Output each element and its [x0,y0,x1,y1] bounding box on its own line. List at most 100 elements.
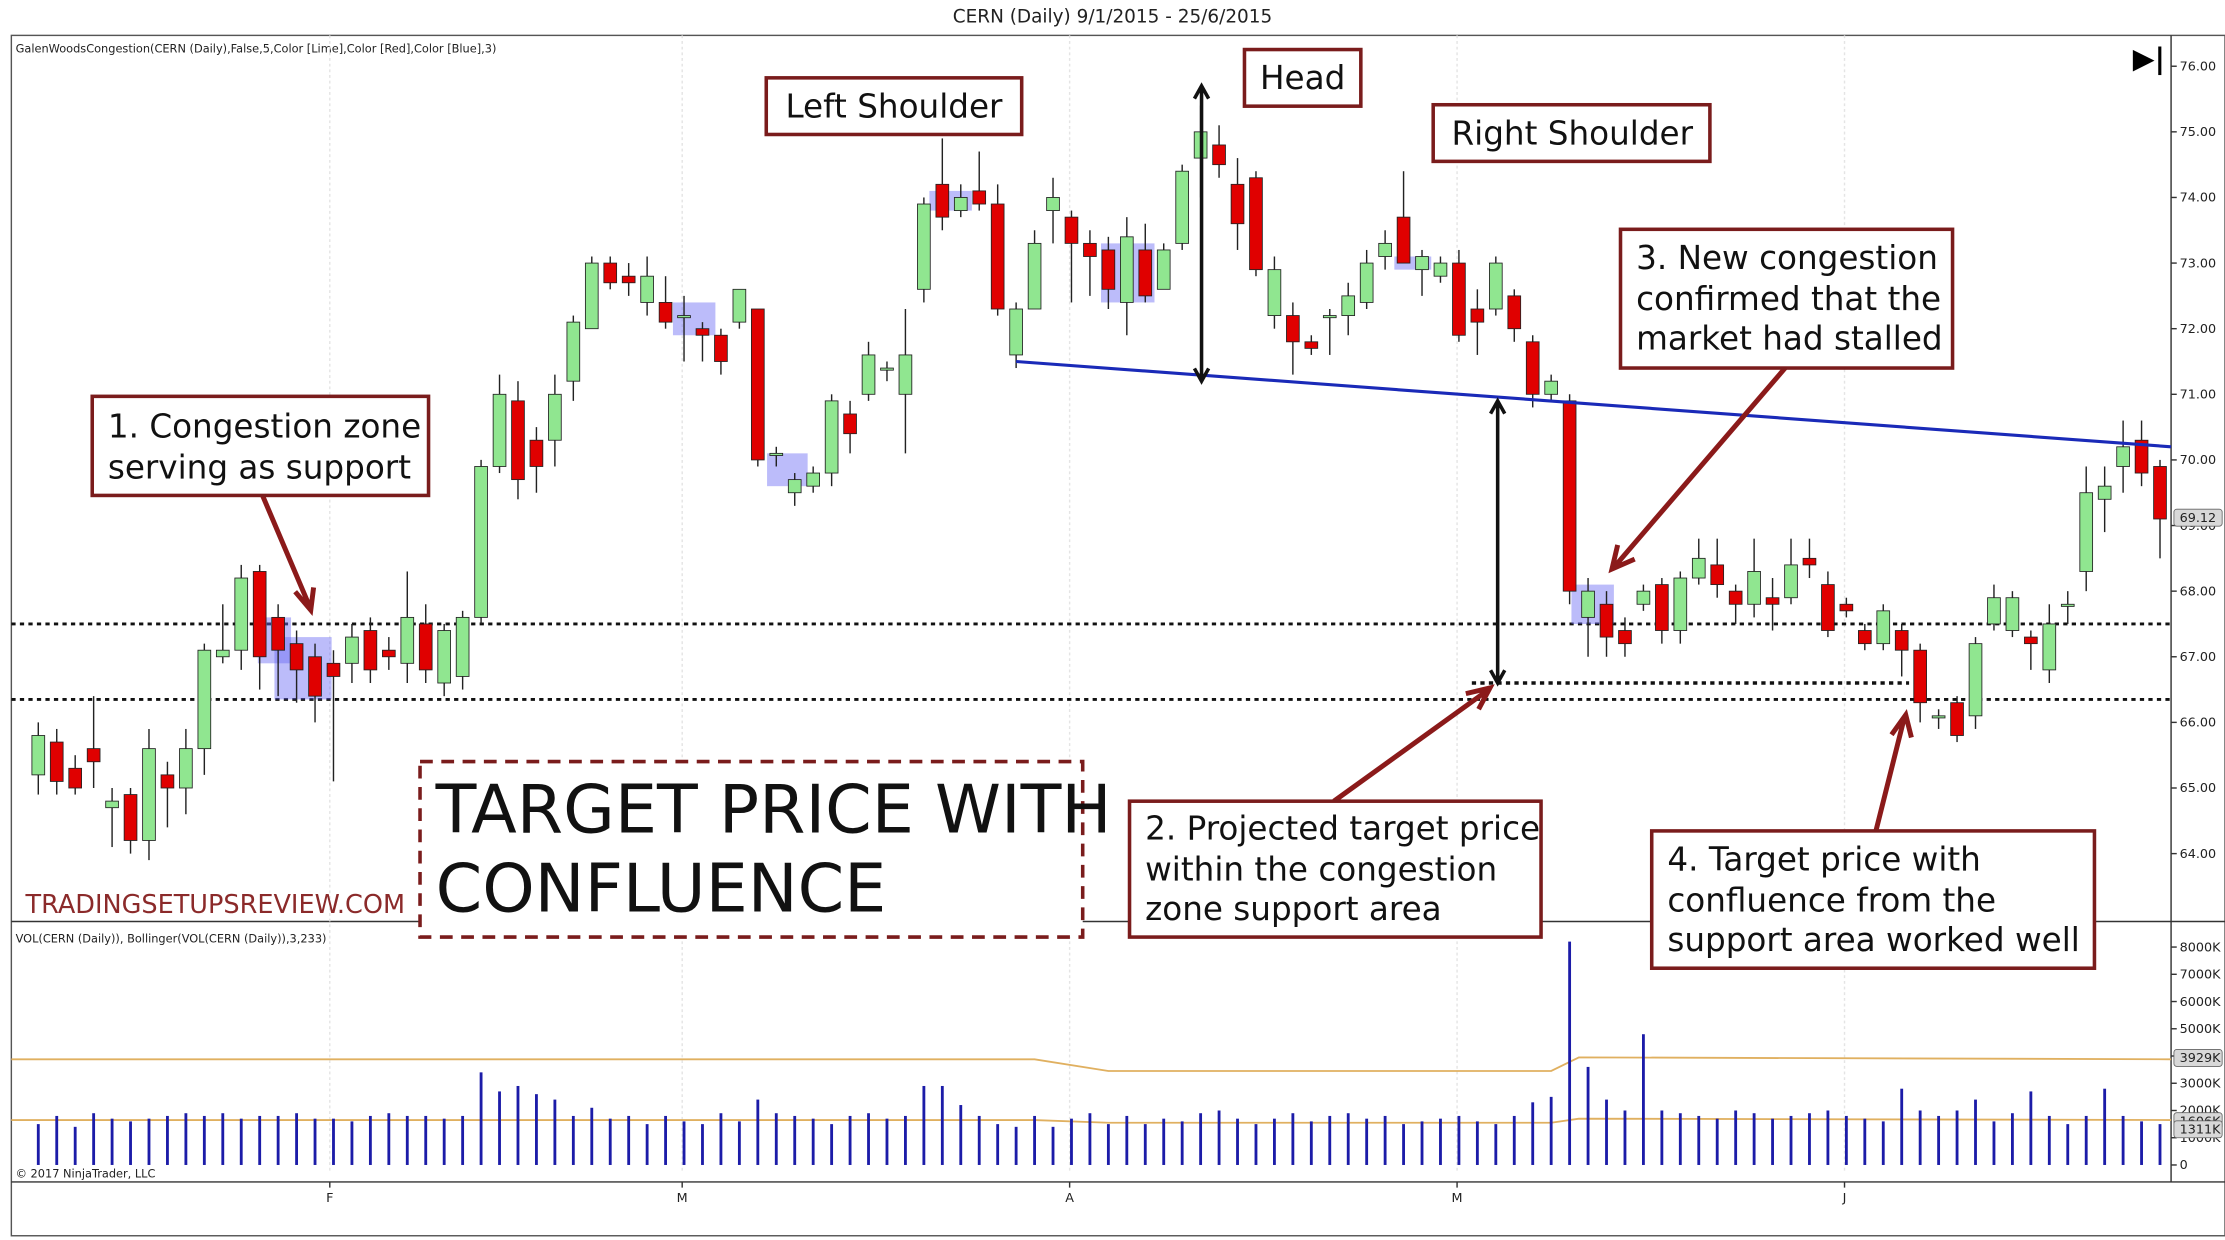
candle-body [142,748,156,841]
annotations: TRADINGSETUPSREVIEW.COM Left Shoulder He… [25,47,2097,970]
volume-bar [147,1118,151,1165]
candle-body [1396,216,1411,264]
candle-body [1581,590,1595,618]
y-tick-label: 65.00 [2180,781,2217,796]
candle-body [898,354,913,395]
volume-bar [1014,1126,1018,1165]
volume-bar [1143,1124,1147,1165]
candle-body [2153,466,2167,520]
volume-bar [387,1113,391,1165]
chart-title: CERN (Daily) 9/1/2015 - 25/6/2015 [953,7,1272,28]
candle-body [234,577,249,651]
candle-body [1691,557,1706,579]
candle-body [1655,584,1669,631]
volume-bar [350,1121,354,1165]
volume-bar [498,1091,501,1165]
note-line: 4. Target price with [1667,841,1981,879]
note-line: within the congestion [1145,850,1497,888]
candle-body [529,439,544,467]
label-box [764,76,1024,137]
candle-body [751,308,765,461]
volume-bar [36,1124,40,1165]
x-tick-label: J [1842,1191,1847,1206]
scroll-end-icon[interactable]: ▶| [2133,42,2165,75]
candle-body [1765,597,1780,605]
candle-body [1267,269,1282,316]
volume-bar [1752,1113,1756,1165]
volume-bar [959,1105,963,1165]
candle-body [640,275,654,303]
candle-body [1821,584,1835,631]
volume-bar [1439,1118,1442,1165]
candle-body [1894,630,1909,651]
volume-bar [1937,1115,1941,1165]
value-badge [2173,1120,2223,1139]
y-tick-label: 71.00 [2180,388,2217,403]
candle-body [1378,242,1392,257]
candle-body [1433,262,1448,277]
candle-body [1931,715,1946,719]
value-badge [2173,1049,2223,1067]
value-badge-label: 1311K [2180,1123,2221,1138]
candle-body [1286,315,1300,343]
volume-bar [922,1085,926,1165]
volume-bar [535,1094,538,1165]
volume-bar [1402,1124,1405,1165]
candle-body [2024,636,2038,645]
volume-bar [553,1099,557,1165]
candle-body [806,472,820,487]
volume-bar [1291,1113,1295,1165]
candle-body [1009,308,1023,356]
v-tick-label: 6000K [2180,995,2221,1010]
arrow [260,494,317,617]
volume-bar [682,1121,686,1165]
candle-body [1341,295,1356,316]
candle-body [2097,485,2112,500]
candle-body [843,413,857,435]
volume-bar [1955,1110,1959,1165]
volume-bar [940,1085,944,1165]
volume-bar [2029,1091,2033,1165]
candle-body [1138,249,1153,297]
headline: CONFLUENCE [436,850,887,928]
volume-bar [1383,1115,1387,1165]
volume-bar [516,1085,520,1165]
v-tick-label: 8000K [2180,940,2221,955]
candle-body [1064,216,1079,244]
volume-bar [424,1115,428,1165]
v-tick-label: 3000K [2180,1077,2221,1092]
volume-bar [1494,1124,1498,1165]
candle-body [1415,256,1429,271]
volume-bar [1586,1066,1590,1165]
volume-bar [461,1115,465,1165]
note-line: market had stalled [1636,320,1943,358]
volume-bar [1033,1115,1036,1165]
y-tick-label: 70.00 [2180,453,2217,468]
note-line: 2. Projected target price [1145,809,1540,847]
candle-body [1359,262,1374,303]
candle-body [935,183,950,218]
candle-body [1599,603,1614,638]
volume-bar [2066,1124,2070,1165]
volume-bar [166,1115,169,1165]
candle-body [1747,571,1761,605]
candle-body [2060,603,2075,607]
measure-arrow [1489,397,1507,687]
y-tick-label: 73.00 [2180,256,2217,271]
volume-bar [129,1121,132,1165]
candle-body [123,794,138,841]
upper-band [11,1056,2172,1072]
volume-bar [1863,1118,1867,1165]
candle-body [197,649,212,750]
volume-bar [332,1118,335,1165]
volume-bar [571,1115,575,1165]
candle-body [990,203,1005,310]
candle-body [917,203,931,290]
value-badge-label: 3929K [2180,1051,2221,1066]
volume-bar [1254,1124,1258,1165]
candle-body [1470,308,1485,323]
candle-body [1304,341,1319,349]
volume-bar [1512,1115,1516,1165]
volume-bar [590,1107,594,1165]
note-line: 1. Congestion zone [108,407,421,445]
